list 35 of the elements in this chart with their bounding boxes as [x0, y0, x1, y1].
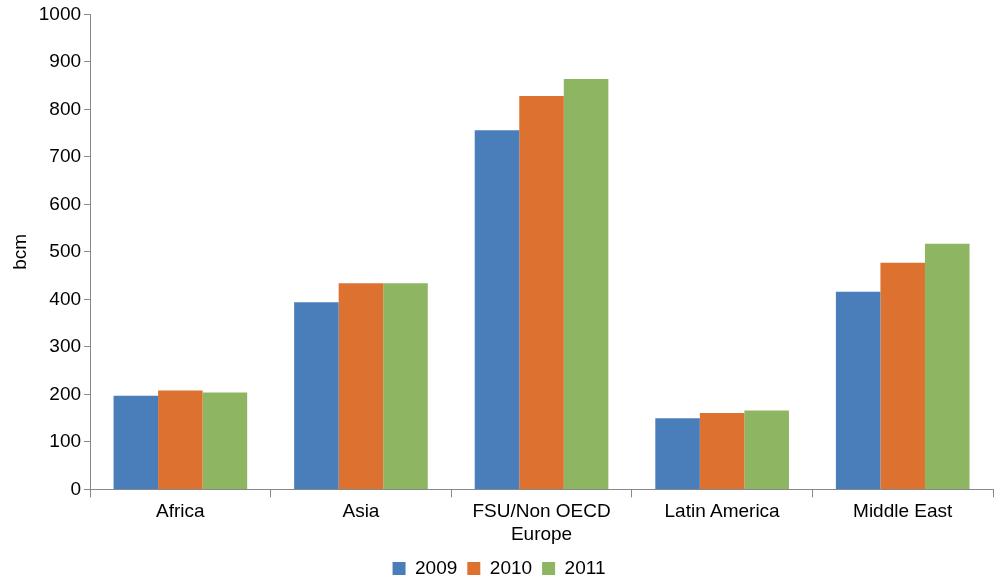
- bar: [474, 130, 520, 489]
- x-tick-label: Africa: [156, 500, 206, 522]
- bar: [383, 283, 428, 489]
- bar: [699, 412, 745, 489]
- bar: [519, 96, 564, 489]
- bar: [835, 291, 881, 489]
- legend-label: 2009: [415, 556, 458, 578]
- y-tick-label: 500: [49, 240, 82, 262]
- y-tick-label: 1000: [38, 2, 82, 24]
- y-tick-label: 800: [49, 97, 82, 119]
- y-tick-label: 200: [49, 382, 82, 404]
- x-tick-label: Latin America: [664, 500, 781, 522]
- y-tick-label: 700: [49, 145, 82, 167]
- bar: [924, 243, 970, 489]
- y-axis-title: bcm: [8, 233, 30, 270]
- bar: [338, 283, 384, 489]
- bar: [655, 418, 700, 489]
- bar: [202, 392, 248, 489]
- y-tick-label: 900: [49, 50, 82, 72]
- legend-label: 2011: [564, 556, 606, 578]
- x-tick-label: Asia: [342, 500, 380, 522]
- bar: [744, 410, 789, 489]
- bar: [158, 390, 203, 489]
- bar: [113, 395, 159, 489]
- y-tick-label: 600: [49, 192, 82, 214]
- y-tick-label: 100: [49, 430, 82, 452]
- y-tick-label: 400: [49, 287, 82, 309]
- bar: [563, 79, 609, 489]
- x-tick-label: Middle East: [853, 500, 954, 522]
- legend-label: 2010: [489, 556, 533, 578]
- bar: [880, 262, 925, 489]
- y-tick-label: 0: [70, 477, 82, 499]
- bar: [294, 302, 339, 489]
- y-tick-label: 300: [49, 335, 82, 357]
- x-tick-label: FSU/Non OECD Europe: [472, 500, 611, 544]
